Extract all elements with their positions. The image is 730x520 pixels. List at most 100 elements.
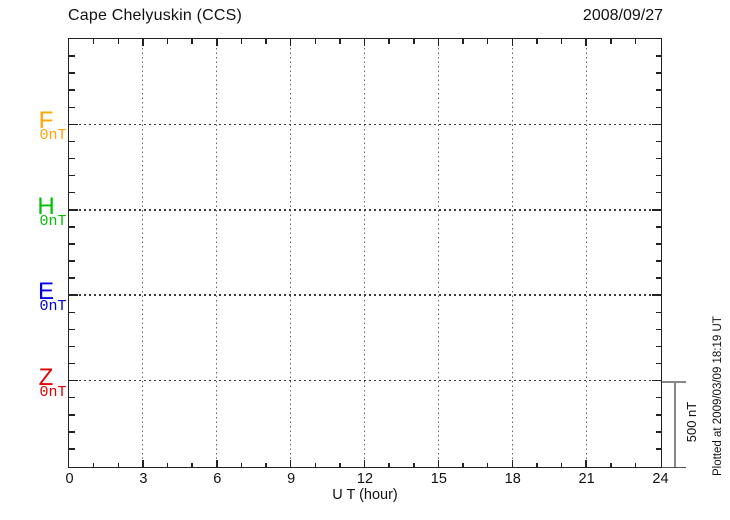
y-tick-right (655, 72, 661, 74)
x-tick-top (92, 39, 95, 44)
y-tick-left (69, 140, 75, 143)
y-tick-right (652, 294, 661, 296)
horizontal-gridline (69, 379, 661, 382)
y-tick-left (69, 72, 75, 74)
component-label-E: E (37, 278, 54, 306)
scale-bar-label: 500 nT (684, 401, 699, 443)
x-tick-top (437, 39, 440, 46)
x-tick-top (166, 39, 169, 44)
x-tick-label: 0 (65, 471, 74, 487)
x-tick-label: 24 (652, 471, 669, 487)
y-tick-right (655, 311, 661, 314)
x-tick-bottom (388, 462, 390, 467)
station-title: Cape Chelyuskin (CCS) (68, 7, 243, 24)
y-tick-left (69, 345, 75, 348)
y-tick-left (69, 89, 75, 91)
y-tick-left (69, 311, 75, 314)
y-tick-right (655, 328, 661, 331)
y-tick-right (655, 414, 661, 416)
component-baseline-E: 0nT (39, 298, 67, 316)
x-tick-bottom (634, 462, 637, 467)
x-tick-bottom (560, 462, 563, 467)
scale-bar-top-cap (662, 381, 686, 383)
x-tick-bottom (265, 462, 267, 467)
x-tick-top (585, 39, 587, 46)
x-tick-bottom (142, 460, 144, 467)
x-tick-top (339, 39, 341, 44)
x-tick-bottom (413, 462, 415, 467)
x-tick-bottom (117, 462, 119, 467)
y-tick-left (69, 243, 75, 245)
y-tick-left (69, 191, 75, 194)
x-tick-bottom (314, 462, 316, 467)
y-tick-right (655, 226, 661, 228)
plot-area (68, 38, 662, 468)
y-tick-right (655, 191, 661, 194)
x-tick-top (536, 39, 538, 44)
x-tick-top (486, 39, 489, 44)
y-tick-right (655, 157, 661, 160)
x-tick-bottom (462, 462, 464, 467)
horizontal-gridline (69, 209, 661, 211)
y-tick-left (69, 277, 75, 279)
y-tick-left (69, 260, 75, 262)
y-tick-right (652, 209, 661, 211)
x-tick-bottom (511, 460, 513, 467)
x-tick-top (265, 39, 267, 44)
y-tick-right (655, 243, 661, 245)
component-label-F: F (38, 107, 54, 135)
vertical-gridline (216, 39, 218, 467)
y-tick-left (69, 379, 78, 382)
x-axis-title: U T (hour) (332, 487, 398, 503)
x-tick-bottom (92, 462, 95, 467)
y-tick-left (69, 106, 75, 109)
x-tick-label: 15 (430, 471, 447, 487)
y-tick-left (69, 209, 78, 211)
y-tick-left (69, 448, 75, 450)
y-tick-right (655, 396, 661, 399)
x-tick-label: 6 (213, 471, 222, 487)
x-tick-label: 9 (287, 471, 296, 487)
x-tick-bottom (166, 462, 169, 467)
x-tick-bottom (216, 460, 218, 467)
y-tick-left (69, 362, 75, 365)
date-label: 2008/09/27 (582, 7, 663, 24)
x-tick-top (462, 39, 464, 44)
component-baseline-H: 0nT (39, 212, 67, 230)
y-tick-right (655, 174, 661, 177)
x-tick-top (388, 39, 390, 44)
x-tick-top (117, 39, 119, 44)
y-tick-left (69, 294, 78, 296)
y-tick-right (655, 89, 661, 91)
y-tick-left (69, 396, 75, 399)
horizontal-gridline (69, 294, 661, 296)
x-tick-top (363, 39, 366, 46)
x-tick-bottom (363, 460, 366, 467)
x-tick-bottom (339, 462, 341, 467)
x-tick-top (413, 39, 415, 44)
x-tick-top (240, 39, 243, 44)
x-tick-top (216, 39, 218, 46)
y-tick-right (652, 123, 661, 126)
component-baseline-Z: 0nT (39, 383, 67, 401)
y-tick-right (652, 379, 661, 382)
component-label-H: H (37, 192, 55, 220)
y-tick-left (69, 414, 75, 416)
x-tick-top (511, 39, 513, 46)
x-tick-bottom (191, 462, 193, 467)
vertical-gridline (511, 39, 513, 467)
y-tick-right (655, 448, 661, 450)
vertical-gridline (585, 39, 587, 467)
x-tick-bottom (536, 462, 538, 467)
x-tick-label: 21 (578, 471, 595, 487)
scale-bar-bottom-cap (662, 466, 686, 468)
x-tick-top (560, 39, 563, 44)
vertical-gridline (142, 39, 144, 467)
component-baseline-F: 0nT (39, 127, 67, 145)
y-tick-left (69, 123, 78, 126)
x-tick-label: 18 (504, 471, 521, 487)
x-tick-label: 12 (356, 471, 374, 487)
x-tick-top (314, 39, 316, 44)
x-tick-bottom (240, 462, 243, 467)
